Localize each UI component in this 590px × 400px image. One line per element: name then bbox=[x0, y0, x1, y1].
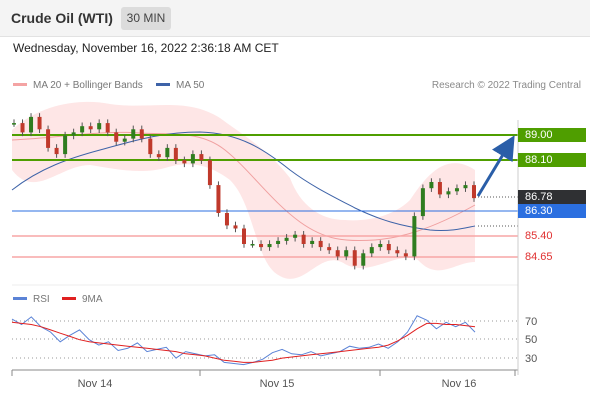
candle-body bbox=[37, 116, 42, 130]
candle-body bbox=[105, 123, 110, 133]
candle-body bbox=[97, 123, 102, 130]
candle-body bbox=[88, 126, 93, 130]
candle-body bbox=[259, 244, 264, 248]
price-candles bbox=[12, 113, 476, 270]
legend-item-ma50: MA 50 bbox=[156, 80, 204, 91]
candle-body bbox=[293, 234, 298, 238]
candle-body bbox=[165, 147, 170, 158]
candle-body bbox=[361, 253, 366, 266]
candle-body bbox=[437, 182, 442, 195]
level-label-85-40: 85.40 bbox=[525, 230, 553, 242]
rsi-legend-item: 9MA bbox=[62, 294, 103, 305]
candle-body bbox=[472, 185, 476, 199]
rsi-ma-swatch-icon bbox=[62, 296, 76, 300]
candle-body bbox=[54, 147, 59, 155]
candle-body bbox=[148, 138, 153, 155]
ma20-swatch-icon bbox=[13, 82, 27, 86]
ma50-swatch-icon bbox=[156, 82, 170, 86]
candle-body bbox=[446, 191, 451, 195]
legend-label: 9MA bbox=[82, 294, 103, 305]
level-label-86-30: 86.30 bbox=[518, 204, 586, 218]
candle-body bbox=[420, 188, 425, 217]
date-time: Wednesday, November 16, 2022 2:36:18 AM … bbox=[13, 41, 279, 55]
candle-body bbox=[80, 126, 85, 133]
rsi-swatch-icon bbox=[13, 296, 27, 300]
candle-body bbox=[327, 247, 332, 251]
candle-body bbox=[122, 138, 127, 142]
candle-body bbox=[454, 188, 459, 192]
candle-body bbox=[190, 154, 195, 164]
projection-arrow bbox=[476, 135, 515, 197]
candle-body bbox=[301, 234, 306, 244]
candle-body bbox=[310, 240, 315, 244]
level-label-88-10: 88.10 bbox=[518, 153, 586, 167]
header-bar: Crude Oil (WTI) 30 MIN bbox=[0, 0, 590, 37]
candle-body bbox=[344, 250, 349, 257]
candle-body bbox=[463, 185, 468, 189]
candle-body bbox=[20, 123, 25, 133]
candle-body bbox=[29, 116, 34, 133]
candle-body bbox=[429, 182, 434, 189]
candle-body bbox=[412, 216, 417, 257]
legend-label: RSI bbox=[33, 294, 50, 305]
candle-body bbox=[233, 225, 238, 229]
candle-body bbox=[131, 129, 136, 139]
candle-body bbox=[318, 240, 323, 248]
level-label-84-65: 84.65 bbox=[525, 251, 553, 263]
candle-body bbox=[199, 154, 204, 161]
candle-body bbox=[207, 160, 212, 186]
candle-body bbox=[156, 154, 161, 158]
candle-body bbox=[12, 123, 16, 125]
candle-body bbox=[284, 237, 289, 241]
candle-body bbox=[224, 213, 229, 226]
candle-body bbox=[369, 247, 374, 254]
candle-body bbox=[352, 250, 357, 266]
candle-body bbox=[386, 244, 391, 251]
candle-body bbox=[139, 129, 144, 139]
candle-body bbox=[216, 185, 221, 213]
candle-body bbox=[242, 228, 246, 244]
candle-body bbox=[71, 132, 76, 136]
candle-body bbox=[276, 240, 281, 244]
candle-body bbox=[63, 135, 68, 155]
current-price-label: 86.78 bbox=[518, 190, 586, 204]
x-tick-label: Nov 14 bbox=[78, 378, 113, 390]
candle-body bbox=[250, 244, 255, 246]
instrument-title: Crude Oil (WTI) bbox=[11, 10, 113, 26]
level-label-89-00: 89.00 bbox=[518, 128, 586, 142]
legend-item-ma20: MA 20 + Bollinger Bands bbox=[13, 80, 143, 91]
bollinger-band bbox=[12, 101, 475, 279]
x-tick-label: Nov 16 bbox=[442, 378, 477, 390]
rsi-legend-item: RSI bbox=[13, 294, 50, 305]
timeframe-badge[interactable]: 30 MIN bbox=[121, 7, 171, 30]
credit: Research © 2022 Trading Central bbox=[431, 80, 581, 91]
rsi-9ma-line bbox=[11, 321, 476, 363]
legend-label: MA 50 bbox=[176, 80, 205, 91]
candle-body bbox=[114, 132, 119, 142]
candle-body bbox=[46, 129, 51, 148]
legend-label: MA 20 + Bollinger Bands bbox=[33, 80, 143, 91]
candle-body bbox=[173, 147, 178, 161]
rsi-tick-label: 70 bbox=[525, 316, 537, 328]
rsi-tick-label: 30 bbox=[525, 353, 537, 365]
candle-body bbox=[182, 160, 187, 164]
candle-body bbox=[403, 253, 408, 257]
rsi-line bbox=[11, 315, 476, 366]
candle-body bbox=[378, 244, 383, 248]
candle-body bbox=[395, 250, 400, 254]
candle-body bbox=[335, 250, 340, 257]
rsi-tick-label: 50 bbox=[525, 334, 537, 346]
candle-body bbox=[267, 244, 272, 248]
x-tick-label: Nov 15 bbox=[260, 378, 295, 390]
